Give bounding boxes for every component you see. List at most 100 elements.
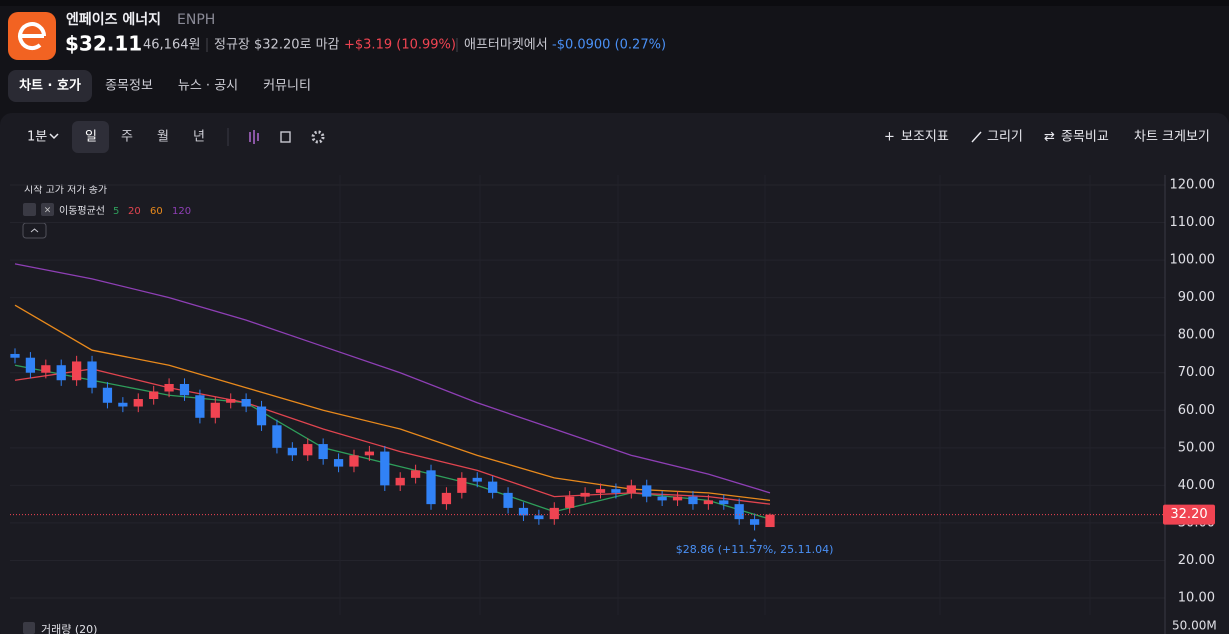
candle-body	[626, 485, 636, 493]
candle-body	[426, 470, 436, 505]
annotation: $28.86 (+11.57%, 25.11.04)	[676, 543, 834, 556]
interval[interactable]: 일	[85, 130, 97, 145]
candle-body	[226, 399, 236, 403]
annotation-arrow	[752, 538, 757, 542]
ma-legend-entry: 120	[172, 206, 191, 217]
close-icon[interactable]	[23, 622, 35, 634]
y-tick-label: 90.00	[1178, 290, 1215, 305]
candle-body	[518, 507, 529, 516]
price-krw: 46,164원	[143, 38, 200, 53]
action[interactable]: 보조지표	[901, 130, 949, 145]
chevron	[49, 133, 59, 140]
ma-legend-entry: 60	[150, 206, 163, 217]
candle-body	[102, 387, 113, 403]
settings-icon[interactable]	[311, 130, 325, 144]
candle-body	[441, 492, 452, 505]
action[interactable]: 차트 크게보기	[1134, 130, 1210, 145]
candle-body	[703, 500, 713, 505]
interval[interactable]: 년	[193, 130, 205, 145]
last-price-box	[1163, 504, 1215, 525]
swap-icon: ⇄	[1044, 130, 1055, 145]
ma-line	[14, 364, 771, 520]
pen-icon	[971, 131, 982, 143]
candle-body	[503, 492, 513, 508]
y-tick-label: 120.00	[1170, 178, 1216, 193]
tab-active-bg	[8, 70, 92, 102]
volume-axis-label: 50.00M	[1172, 619, 1217, 633]
candle-body	[179, 383, 190, 396]
candle-body	[719, 500, 729, 505]
chevron-up	[30, 228, 39, 233]
candle-body	[287, 447, 297, 456]
y-tick-label: 20.00	[1178, 553, 1215, 568]
ma-line	[14, 304, 771, 502]
candle-body	[364, 451, 375, 456]
candle-icon[interactable]	[249, 130, 259, 144]
close-glyph: ×	[44, 206, 52, 216]
ma-legend: 5 20 60 120	[113, 206, 191, 217]
candle-body	[734, 504, 744, 520]
close-change: +$3.19 (10.99%)	[344, 38, 456, 53]
stock-name: 엔페이즈 에너지	[66, 11, 161, 28]
candle-body	[164, 383, 174, 392]
candle-body	[472, 477, 482, 482]
close-icon[interactable]	[41, 203, 54, 216]
ma-legend-entry: 20	[128, 206, 141, 217]
ma-legend-entry: 5	[113, 206, 119, 217]
tab[interactable]: 종목정보	[105, 79, 153, 94]
ma-line	[14, 263, 771, 494]
last-price-label: 32.20	[1170, 507, 1207, 522]
logo-mark	[18, 22, 46, 51]
candle-body	[765, 514, 775, 528]
candle-body	[118, 402, 128, 407]
candle-body	[549, 507, 559, 520]
candle-body	[56, 365, 66, 381]
tab[interactable]: 뉴스 · 공시	[178, 79, 238, 94]
y-tick-label: 70.00	[1178, 365, 1215, 380]
candle-body	[380, 451, 390, 486]
candle-body	[41, 365, 51, 373]
candle-body	[10, 353, 20, 358]
after-change: -$0.0900 (0.27%)	[552, 38, 666, 53]
interval[interactable]: 월	[157, 130, 169, 145]
candle-body	[256, 406, 267, 426]
y-tick-label: 60.00	[1178, 403, 1215, 418]
y-tick-label: 50.00	[1178, 440, 1215, 455]
action[interactable]: 종목비교	[1061, 130, 1109, 145]
ma-label: 이동평균선	[59, 205, 105, 217]
ticker: ENPH	[177, 12, 215, 28]
candle-body	[303, 444, 313, 456]
tab[interactable]: 커뮤니티	[263, 79, 311, 94]
y-tick-label: 10.00	[1178, 591, 1215, 606]
chart-panel	[0, 113, 1229, 634]
candle-body	[672, 496, 683, 501]
candle-body	[657, 496, 667, 501]
candle-body	[149, 391, 159, 400]
price: $32.11	[65, 32, 142, 56]
candle-body	[565, 496, 575, 508]
candle-body	[210, 402, 220, 418]
candle-body	[395, 477, 405, 486]
ohlc-label: 시작 고가 저가 종가	[24, 184, 107, 196]
candle-body	[25, 357, 36, 373]
candle-body	[749, 519, 760, 525]
candle-body	[72, 361, 82, 381]
y-tick-label: 80.00	[1178, 328, 1215, 343]
interval[interactable]: 주	[121, 130, 133, 145]
eye-icon[interactable]	[23, 203, 36, 216]
candle-body	[318, 444, 328, 460]
candle-body	[241, 399, 251, 407]
interval-select[interactable]: 1분	[27, 130, 47, 145]
y-tick-label: 110.00	[1170, 215, 1216, 230]
candle-body	[642, 485, 652, 497]
tab[interactable]: 차트 · 호가	[19, 78, 81, 94]
candle-body	[488, 481, 498, 493]
candle-body	[333, 459, 344, 467]
y-tick-label: 100.00	[1170, 253, 1216, 268]
trash-icon[interactable]	[280, 131, 291, 143]
candle-body	[611, 489, 621, 493]
action[interactable]: 그리기	[987, 130, 1023, 145]
ma-line	[14, 368, 771, 505]
